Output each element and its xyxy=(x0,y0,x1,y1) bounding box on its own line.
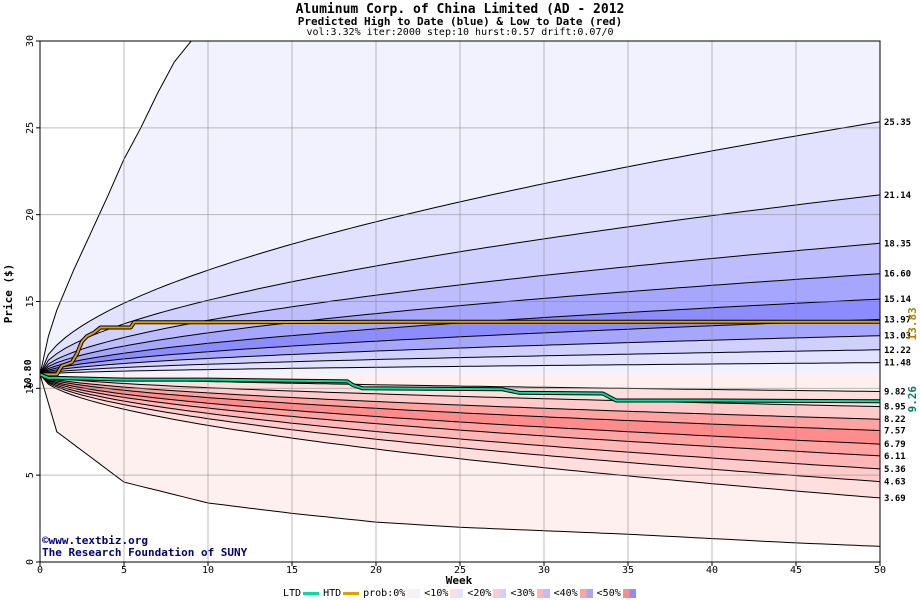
x-tick-label-7: 35 xyxy=(622,565,634,576)
legend-htd-swatch xyxy=(343,591,360,595)
legend-prob-10: <10% xyxy=(424,587,464,599)
lower-contour-label-8: 3.69 xyxy=(884,494,906,504)
legend-htd: HTD xyxy=(323,587,360,599)
lower-contour-label-1: 8.95 xyxy=(884,403,906,413)
lower-contour-label-7: 4.63 xyxy=(884,478,906,488)
legend-prob-0-label: prob:0% xyxy=(363,587,406,599)
chart-title: Aluminum Corp. of China Limited (AD - 20… xyxy=(295,2,625,17)
upper-contour-label-3: 16.60 xyxy=(884,270,911,280)
outer-upper-line xyxy=(40,41,192,375)
x-tick-label-6: 30 xyxy=(538,565,550,576)
x-tick-label-0: 0 xyxy=(37,565,43,576)
lower-contour-label-4: 6.79 xyxy=(884,440,906,450)
x-tick-label-3: 15 xyxy=(286,565,298,576)
credit-website: ©www.textbiz.org xyxy=(42,534,148,547)
x-axis-label: Week xyxy=(446,574,473,587)
legend-prob-40: <40% xyxy=(554,588,593,599)
legend-prob-50: <50% xyxy=(597,588,636,599)
legend-prob-30-swatch xyxy=(536,588,550,598)
upper-contour-label-8: 11.48 xyxy=(884,359,911,369)
chart-subtitle: Predicted High to Date (blue) & Low to D… xyxy=(297,15,623,28)
x-tick-label-5: 25 xyxy=(454,565,466,576)
legend-prob-50-swatch xyxy=(622,588,636,598)
legend-prob-20-swatch xyxy=(493,588,507,598)
chart-legend: LTD HTD prob:0% <10% <20% <30% <40% <50% xyxy=(283,587,640,599)
plot-content xyxy=(40,41,880,562)
legend-prob-0-swatch xyxy=(407,588,421,598)
lower-band-1 xyxy=(40,374,880,498)
lower-band-3 xyxy=(40,374,880,469)
lower-band-5 xyxy=(40,374,880,445)
upper-contour-label-1: 21.14 xyxy=(884,191,912,201)
legend-prob-30: <30% xyxy=(510,587,550,599)
y-tick-label-2: 10 xyxy=(25,382,36,394)
legend-ltd: LTD xyxy=(283,587,320,599)
htd-line xyxy=(40,320,880,376)
x-tick-label-4: 20 xyxy=(370,565,382,576)
legend-prob-20-label: <20% xyxy=(467,587,492,599)
chart-parameters: vol:3.32% iter:2000 step:10 hurst:0.57 d… xyxy=(306,27,614,38)
start-price-label: 10.80 xyxy=(23,359,34,389)
legend-prob-30-label: <30% xyxy=(510,587,535,599)
x-tick-label-1: 5 xyxy=(121,565,127,576)
credit-organization: The Research Foundation of SUNY xyxy=(42,546,248,559)
legend-prob-40-label: <40% xyxy=(553,587,578,599)
legend-prob-0: prob:0% xyxy=(363,587,421,599)
lower-contour-label-2: 8.22 xyxy=(884,415,906,425)
legend-prob-10-label: <10% xyxy=(424,587,449,599)
upper-band-3 xyxy=(40,243,880,375)
x-tick-label-2: 10 xyxy=(202,565,214,576)
legend-prob-10-swatch xyxy=(450,588,464,598)
lower-contour-label-5: 6.11 xyxy=(884,452,906,462)
ltd-value-label: 9.26 xyxy=(906,386,919,413)
x-tick-label-10: 50 xyxy=(874,565,886,576)
lower-band-4 xyxy=(40,374,880,456)
upper-contour-label-7: 12.22 xyxy=(884,346,911,356)
upper-contour-label-2: 18.35 xyxy=(884,239,911,249)
upper-contour-label-6: 13.03 xyxy=(884,332,911,342)
lower-contour-label-6: 5.36 xyxy=(884,465,906,475)
y-tick-label-1: 5 xyxy=(25,472,36,478)
y-axis-label: Price ($) xyxy=(2,264,15,324)
y-tick-label-3: 15 xyxy=(25,295,36,307)
y-tick-label-0: 0 xyxy=(25,559,36,565)
legend-htd-label: HTD xyxy=(323,587,342,599)
upper-band-4 xyxy=(40,273,880,375)
upper-contour-label-4: 15.14 xyxy=(884,295,912,305)
legend-ltd-swatch xyxy=(303,591,320,595)
y-tick-label-4: 20 xyxy=(25,209,36,221)
lower-contour-label-0: 9.82 xyxy=(884,387,906,397)
x-tick-label-9: 45 xyxy=(790,565,802,576)
upper-contour-label-0: 25.35 xyxy=(884,118,911,128)
x-tick-label-8: 40 xyxy=(706,565,718,576)
legend-prob-40-swatch xyxy=(579,588,593,598)
lower-band-6 xyxy=(40,374,880,431)
y-tick-label-5: 25 xyxy=(25,122,36,134)
legend-prob-50-label: <50% xyxy=(596,587,621,599)
legend-prob-20: <20% xyxy=(467,587,507,599)
ltd-line xyxy=(40,373,880,403)
y-tick-label-6: 30 xyxy=(25,35,36,47)
htd-value-label: 13.83 xyxy=(906,307,919,340)
upper-band-0 xyxy=(40,41,880,375)
lower-contour-label-3: 7.57 xyxy=(884,427,906,437)
upper-contour-label-5: 13.97 xyxy=(884,315,911,325)
legend-ltd-label: LTD xyxy=(283,587,302,599)
